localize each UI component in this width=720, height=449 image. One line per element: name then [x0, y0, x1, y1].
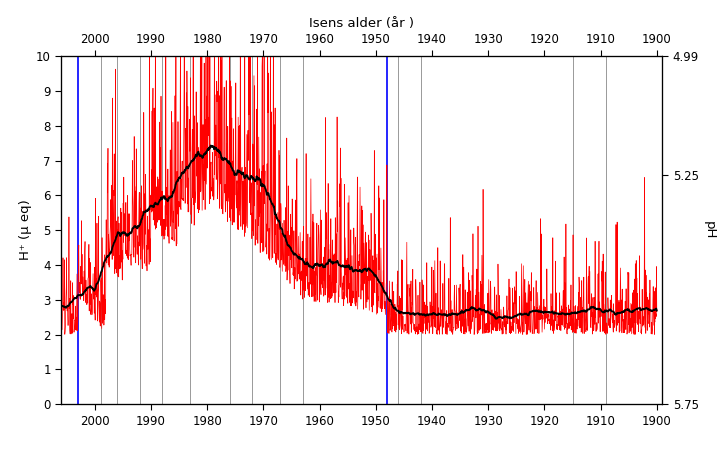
X-axis label: Isens alder (år ): Isens alder (år ): [310, 17, 414, 30]
Y-axis label: pH: pH: [703, 221, 716, 239]
Y-axis label: H⁺ (μ eq): H⁺ (μ eq): [19, 200, 32, 260]
